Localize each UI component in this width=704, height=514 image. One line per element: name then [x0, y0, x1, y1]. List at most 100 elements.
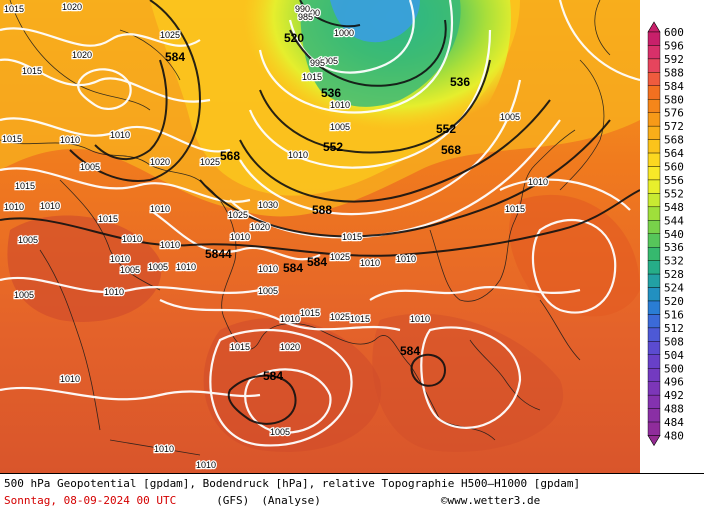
- isobar-label: 1015: [350, 314, 370, 324]
- colorbar-swatch: [647, 273, 661, 288]
- isobar-label: 1005: [148, 262, 168, 272]
- colorbar-label: 516: [664, 308, 684, 321]
- isobar-label: 1010: [122, 234, 142, 244]
- isobar-label: 1010: [330, 100, 350, 110]
- isobar-label: 1020: [250, 222, 270, 232]
- isobar-label: 1010: [528, 177, 548, 187]
- gph-label: 520: [284, 31, 304, 45]
- isobar-label: 1005: [80, 162, 100, 172]
- colorbar-swatch: [647, 166, 661, 181]
- isobar-label: 1010: [280, 314, 300, 324]
- colorbar-label: 548: [664, 201, 684, 214]
- colorbar-swatch: [647, 327, 661, 342]
- isobar-label: 1025: [200, 157, 220, 167]
- isobar-label: 1010: [410, 314, 430, 324]
- isobar-label: 1010: [176, 262, 196, 272]
- colorbar-swatch: [647, 233, 661, 248]
- gph-label: 536: [321, 86, 341, 100]
- isobar-label: 1010: [104, 287, 124, 297]
- isobar-label: 1005: [258, 286, 278, 296]
- colorbar-label: 512: [664, 322, 684, 335]
- colorbar-swatch: [647, 300, 661, 315]
- colorbar-svg: 6005965925885845805765725685645605565525…: [647, 21, 684, 447]
- isobar-label: 1015: [22, 66, 42, 76]
- isobar-label: 1015: [4, 4, 24, 14]
- weather-map: 584 520 536 536 552 568 552 568 588 5844…: [0, 0, 640, 473]
- colorbar-arrow-top: [647, 21, 661, 33]
- isobar-label: 1000: [334, 28, 354, 38]
- isobar-label: 1020: [72, 50, 92, 60]
- isobar-label: 1010: [360, 258, 380, 268]
- analysis-label: (Analyse): [261, 494, 321, 507]
- colorbar-swatch: [647, 354, 661, 369]
- colorbar-label: 596: [664, 39, 684, 52]
- colorbar-label: 552: [664, 187, 684, 200]
- isobar-label: 985: [298, 12, 313, 22]
- copyright-link[interactable]: www.wetter3.de: [447, 494, 541, 507]
- colorbar-label: 560: [664, 161, 684, 174]
- colorbar-swatch: [647, 421, 661, 436]
- colorbar-label: 592: [664, 53, 684, 66]
- colorbar-label: 540: [664, 228, 684, 241]
- colorbar-swatch: [647, 125, 661, 140]
- colorbar-swatch: [647, 179, 661, 194]
- colorbar-swatch: [647, 314, 661, 329]
- isobar-label: 1010: [110, 254, 130, 264]
- colorbar-label: 588: [664, 66, 684, 79]
- colorbar-label: 532: [664, 255, 684, 268]
- model-name: (GFS): [216, 494, 250, 507]
- colorbar-swatch: [647, 139, 661, 154]
- isobar-label: 1010: [230, 232, 250, 242]
- gph-label: 588: [312, 203, 332, 217]
- colorbar-legend: 600 596 592 588 584 580 576 572 568 564 560 556 552 5…: [642, 0, 704, 473]
- colorbar-label: 484: [664, 416, 684, 429]
- colorbar-label: 508: [664, 335, 684, 348]
- colorbar-label: 556: [664, 174, 684, 187]
- isobar-label: 1010: [160, 240, 180, 250]
- isobar-label: 1015: [98, 214, 118, 224]
- isobar-label: 1010: [60, 135, 80, 145]
- isobar-label: 1025: [160, 30, 180, 40]
- colorbar-swatch: [647, 260, 661, 275]
- isobar-label: 1010: [110, 130, 130, 140]
- gph-label: 584: [307, 255, 327, 269]
- copyright-icon: ©: [440, 494, 448, 507]
- colorbar-label: 600: [664, 26, 684, 39]
- gph-label: 568: [441, 143, 461, 157]
- isobar-label: 1000: [300, 8, 320, 18]
- colorbar-swatch: [647, 85, 661, 100]
- colorbar-swatch: [647, 341, 661, 356]
- map-title: 500 hPa Geopotential [gpdam], Bodendruck…: [4, 477, 581, 490]
- colorbar-label: 488: [664, 403, 684, 416]
- colorbar-swatch: [647, 287, 661, 302]
- isobar-label: 1010: [40, 201, 60, 211]
- colorbar-label: 564: [664, 147, 684, 160]
- gph-label: 552: [323, 140, 343, 154]
- isobar-label: 1010: [196, 460, 216, 470]
- colorbar-label: 480: [664, 430, 684, 443]
- gph-label: 552: [436, 122, 456, 136]
- isobar-label: 1005: [120, 265, 140, 275]
- isobar-label: 990: [295, 4, 310, 14]
- isobar-label: 1025: [330, 312, 350, 322]
- isobar-label: 1015: [300, 308, 320, 318]
- colorbar-label: 528: [664, 268, 684, 281]
- colorbar-swatch: [647, 58, 661, 73]
- isobar-label: 995: [310, 58, 325, 68]
- isobar-label: 1005: [500, 112, 520, 122]
- colorbar-swatch: [647, 408, 661, 423]
- colorbar-label: 584: [664, 80, 684, 93]
- colorbar-swatch: [647, 220, 661, 234]
- colorbar-swatch: [647, 193, 661, 208]
- colorbar-swatch: [647, 99, 661, 113]
- colorbar-label: 576: [664, 107, 684, 120]
- map-footer: 500 hPa Geopotential [gpdam], Bodendruck…: [0, 473, 704, 514]
- isobar-label: 1010: [154, 444, 174, 454]
- isobar-label: 1015: [342, 232, 362, 242]
- isobar-label: 1015: [505, 204, 525, 214]
- colorbar-label: 492: [664, 389, 684, 402]
- isobar-label: 1015: [230, 342, 250, 352]
- gph-label: 584: [400, 344, 420, 358]
- isobar-label: 1010: [258, 264, 278, 274]
- isobar-label: 1005: [330, 122, 350, 132]
